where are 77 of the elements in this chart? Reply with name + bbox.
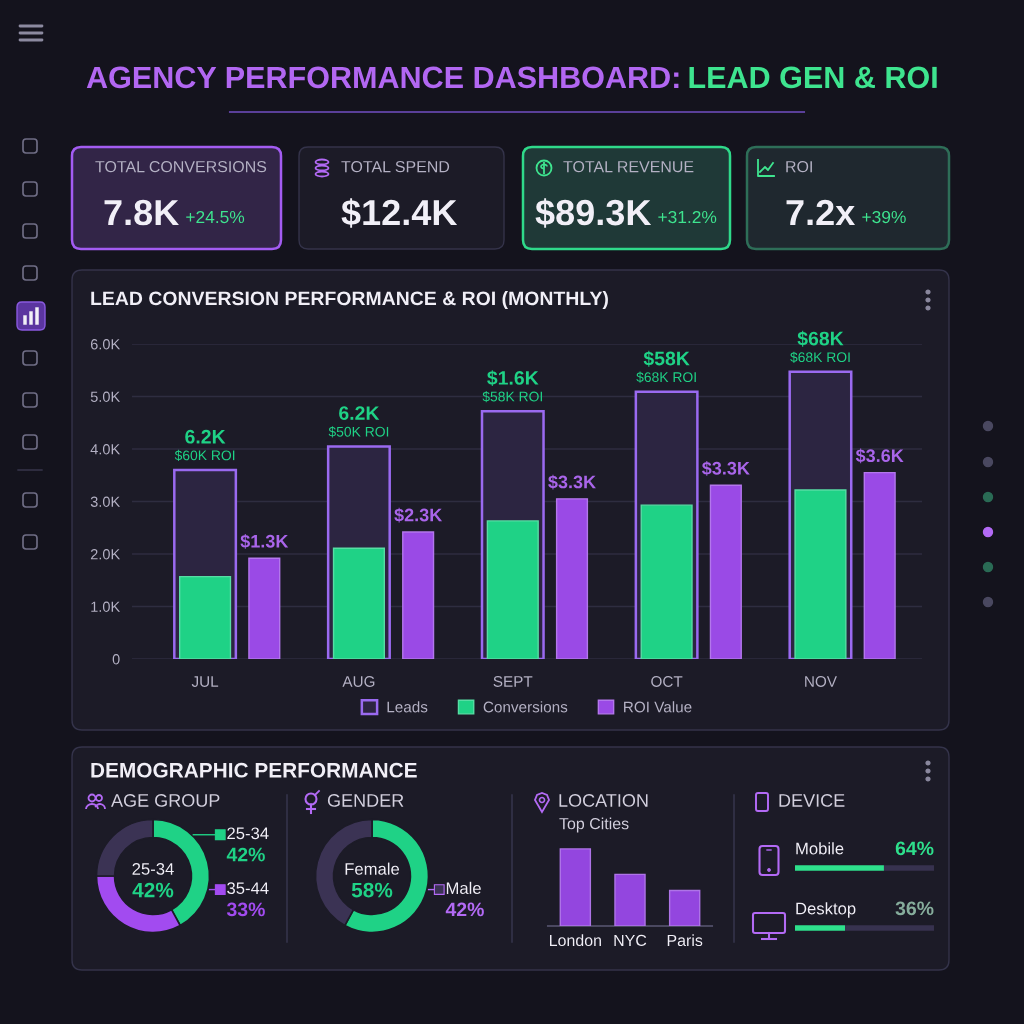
y-tick-label: 3.0K bbox=[90, 496, 121, 507]
text: $12.4K bbox=[341, 198, 458, 228]
slice-label: Female bbox=[345, 862, 400, 875]
annotation: $68K ROI bbox=[636, 371, 696, 383]
legend-label: Conversions bbox=[483, 701, 568, 713]
legend-label: ROI Value bbox=[624, 701, 692, 713]
x-tick-label: Paris bbox=[667, 934, 703, 947]
annotation: $3.3K bbox=[701, 461, 750, 476]
annotation: $3.6K bbox=[855, 448, 904, 464]
x-tick-label: NOV bbox=[805, 676, 837, 687]
text: 7.2x bbox=[786, 199, 856, 225]
annotation: $2.3K bbox=[394, 507, 443, 523]
bar bbox=[178, 575, 232, 659]
bar bbox=[863, 471, 896, 659]
legend-label: Male bbox=[446, 881, 481, 895]
bar bbox=[640, 504, 693, 659]
annotation: $68K bbox=[797, 330, 844, 347]
text: LEAD GEN & ROI bbox=[689, 66, 937, 89]
x-tick-label: OCT bbox=[651, 676, 683, 687]
bar bbox=[486, 520, 539, 659]
bar bbox=[332, 547, 386, 659]
chart-title: AGE GROUP bbox=[111, 794, 220, 807]
text: 7.8K bbox=[104, 199, 179, 226]
x-tick-label: AUG bbox=[342, 676, 375, 687]
y-tick-label: 5.0K bbox=[90, 391, 121, 402]
bar bbox=[709, 484, 742, 659]
bar bbox=[794, 489, 847, 659]
y-tick-label: 0 bbox=[112, 654, 120, 665]
y-tick-label: Desktop bbox=[796, 902, 856, 918]
y-tick-label: 6.0K bbox=[90, 339, 121, 350]
chart-title: DEVICE bbox=[779, 794, 845, 807]
text: DEMOGRAPHIC PERFORMANCE bbox=[91, 762, 417, 778]
x-tick-label: JUL bbox=[191, 676, 219, 687]
x-tick-label: NYC bbox=[614, 934, 647, 947]
chart-title: LEAD CONVERSION PERFORMANCE & ROI (MONTHLY) bbox=[91, 290, 608, 310]
text: 42% bbox=[132, 882, 174, 898]
data-label: 36% bbox=[895, 901, 934, 916]
annotation: $60K ROI bbox=[174, 449, 235, 462]
data-label: 42% bbox=[226, 847, 265, 862]
annotation: $1.6K bbox=[487, 370, 539, 387]
y-tick-label: 2.0K bbox=[90, 549, 121, 560]
bar bbox=[248, 557, 281, 659]
chart-title: GENDER bbox=[327, 794, 404, 807]
legend-label: Leads bbox=[387, 701, 428, 713]
annotation: $1.3K bbox=[240, 534, 289, 549]
chart-title: LOCATION bbox=[559, 794, 648, 807]
chart-subtitle: Top Cities bbox=[559, 817, 629, 833]
data-label: 58% bbox=[351, 882, 393, 898]
text: ROI bbox=[786, 160, 812, 173]
x-tick-label: London bbox=[550, 934, 601, 947]
text: $89.3K bbox=[535, 198, 652, 228]
data-label: 64% bbox=[895, 841, 934, 856]
y-tick-label: Mobile bbox=[796, 842, 844, 855]
data-label: 42% bbox=[445, 902, 484, 917]
annotation: $68K ROI bbox=[790, 351, 850, 363]
text: TOTAL REVENUE bbox=[563, 160, 694, 173]
legend-label: 25-34 bbox=[227, 827, 269, 840]
bar bbox=[555, 498, 589, 659]
annotation: 6.2K bbox=[185, 429, 226, 444]
text: AGENCY PERFORMANCE DASHBOARD: bbox=[86, 66, 679, 89]
text: TOTAL CONVERSIONS bbox=[95, 160, 267, 173]
x-tick-label: SEPT bbox=[493, 676, 533, 687]
data-label: 33% bbox=[226, 902, 265, 917]
y-tick-label: 4.0K bbox=[90, 444, 121, 455]
bar bbox=[402, 531, 435, 659]
annotation: $50K ROI bbox=[328, 426, 389, 438]
annotation: $58K ROI bbox=[482, 391, 542, 403]
text: TOTAL SPEND bbox=[341, 160, 450, 173]
annotation: $58K bbox=[643, 350, 690, 367]
text: +24.5% bbox=[186, 210, 245, 224]
text: +31.2% bbox=[658, 210, 717, 224]
legend-label: 35-44 bbox=[227, 882, 269, 895]
annotation: 6.2K bbox=[339, 406, 380, 420]
text: 25-34 bbox=[132, 863, 174, 875]
text: +39% bbox=[862, 210, 906, 224]
annotation: $3.3K bbox=[548, 474, 596, 490]
y-tick-label: 1.0K bbox=[91, 601, 121, 612]
